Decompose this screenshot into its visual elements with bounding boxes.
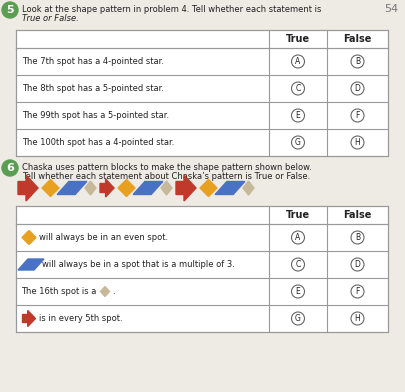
Text: 6: 6 (6, 163, 14, 173)
Circle shape (350, 136, 363, 149)
Polygon shape (100, 179, 114, 197)
Circle shape (291, 231, 304, 244)
Circle shape (350, 109, 363, 122)
Text: True or False.: True or False. (22, 14, 79, 23)
Text: The 100th spot has a 4-pointed star.: The 100th spot has a 4-pointed star. (22, 138, 174, 147)
Text: F: F (354, 111, 359, 120)
Circle shape (291, 82, 304, 95)
Polygon shape (215, 181, 244, 194)
Polygon shape (57, 181, 87, 194)
Polygon shape (133, 181, 162, 194)
Circle shape (350, 285, 363, 298)
Text: G: G (294, 314, 300, 323)
Polygon shape (85, 181, 96, 195)
Text: A: A (295, 233, 300, 242)
Text: E: E (295, 287, 300, 296)
Circle shape (350, 55, 363, 68)
Polygon shape (22, 310, 35, 327)
Polygon shape (18, 175, 38, 201)
Circle shape (291, 55, 304, 68)
Polygon shape (243, 181, 254, 195)
Text: 5: 5 (6, 5, 14, 15)
Text: F: F (354, 287, 359, 296)
Circle shape (291, 312, 304, 325)
Text: B: B (354, 233, 359, 242)
Circle shape (291, 285, 304, 298)
Text: C: C (295, 84, 300, 93)
Text: 54: 54 (383, 4, 397, 14)
Circle shape (291, 109, 304, 122)
Text: C: C (295, 260, 300, 269)
Text: G: G (294, 138, 300, 147)
Text: The 8th spot has a 5-pointed star.: The 8th spot has a 5-pointed star. (22, 84, 164, 93)
Text: H: H (354, 138, 360, 147)
Circle shape (2, 160, 18, 176)
Polygon shape (100, 287, 109, 296)
Circle shape (350, 82, 363, 95)
Text: .: . (112, 287, 114, 296)
Text: Look at the shape pattern in problem 4. Tell whether each statement is: Look at the shape pattern in problem 4. … (22, 5, 321, 14)
Text: will always be in a spot that is a multiple of 3.: will always be in a spot that is a multi… (42, 260, 234, 269)
Polygon shape (161, 181, 172, 195)
Text: is in every 5th spot.: is in every 5th spot. (39, 314, 122, 323)
Polygon shape (18, 259, 44, 270)
Circle shape (291, 258, 304, 271)
Bar (16, 30, 387, 156)
Circle shape (2, 2, 18, 18)
Text: E: E (295, 111, 300, 120)
Circle shape (350, 258, 363, 271)
Text: True: True (285, 34, 309, 44)
Text: will always be in an even spot.: will always be in an even spot. (39, 233, 168, 242)
Text: The 7th spot has a 4-pointed star.: The 7th spot has a 4-pointed star. (22, 57, 164, 66)
Text: True: True (285, 210, 309, 220)
Text: False: False (343, 210, 371, 220)
Text: D: D (354, 84, 360, 93)
Text: The 99th spot has a 5-pointed star.: The 99th spot has a 5-pointed star. (22, 111, 169, 120)
Polygon shape (175, 175, 196, 201)
Text: A: A (295, 57, 300, 66)
Circle shape (291, 136, 304, 149)
Circle shape (350, 312, 363, 325)
Text: The 16th spot is a: The 16th spot is a (21, 287, 96, 296)
Text: D: D (354, 260, 360, 269)
Text: False: False (343, 34, 371, 44)
Text: Chaska uses pattern blocks to make the shape pattern shown below.: Chaska uses pattern blocks to make the s… (22, 163, 311, 172)
Circle shape (350, 231, 363, 244)
Bar (16, 206, 387, 332)
Polygon shape (200, 180, 216, 196)
Text: B: B (354, 57, 359, 66)
Polygon shape (118, 180, 135, 196)
Text: H: H (354, 314, 360, 323)
Polygon shape (42, 180, 59, 196)
Text: Tell whether each statement about Chaska’s pattern is True or False.: Tell whether each statement about Chaska… (22, 172, 309, 181)
Polygon shape (22, 230, 36, 245)
